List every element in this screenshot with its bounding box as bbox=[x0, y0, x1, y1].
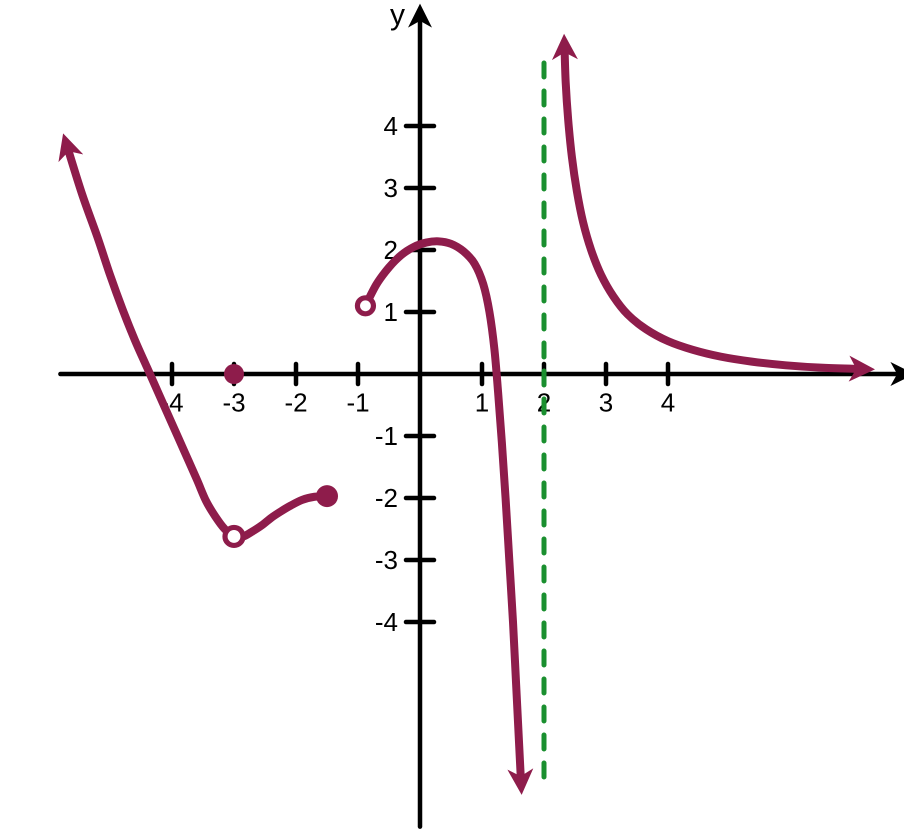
y-tick-label: -4 bbox=[375, 607, 398, 637]
y-tick-label: 1 bbox=[384, 297, 398, 327]
hand-drawn-function-plot: -4-3-2-11234-4-3-2-11234xy bbox=[0, 0, 904, 832]
point-filled-x-minus3 bbox=[224, 364, 244, 384]
curve-right-branch bbox=[564, 45, 863, 369]
curve-left-branch bbox=[67, 145, 327, 538]
x-tick-label: -3 bbox=[222, 387, 245, 417]
x-tick-label: 1 bbox=[475, 387, 489, 417]
y-tick-label: 4 bbox=[384, 111, 398, 141]
y-tick-label: -1 bbox=[375, 421, 398, 451]
y-tick-label: -3 bbox=[375, 545, 398, 575]
point-open-start-middle bbox=[357, 298, 373, 314]
x-tick-label: -1 bbox=[346, 387, 369, 417]
x-tick-label: -2 bbox=[284, 387, 307, 417]
y-axis-label: y bbox=[390, 0, 405, 31]
point-open-x-minus3-lower bbox=[225, 527, 243, 545]
y-tick-label: -2 bbox=[375, 483, 398, 513]
y-tick-label: 3 bbox=[384, 173, 398, 203]
x-tick-label: 4 bbox=[661, 387, 675, 417]
point-filled-end-left bbox=[316, 485, 338, 507]
x-tick-label: 3 bbox=[599, 387, 613, 417]
